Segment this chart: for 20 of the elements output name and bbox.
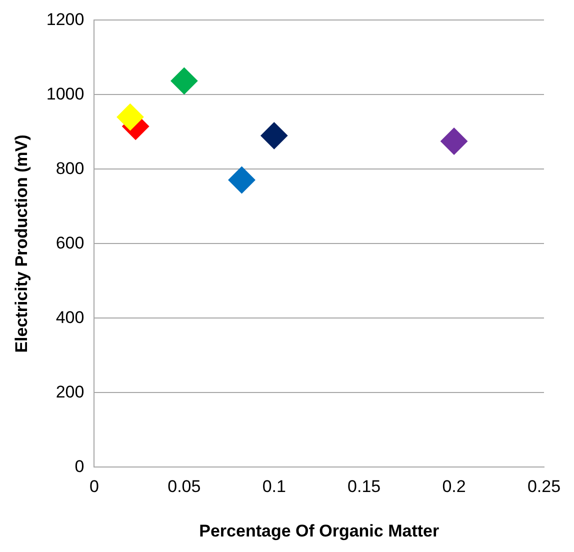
x-tick-label: 0.2 [442,477,466,496]
x-tick-label: 0.05 [168,477,201,496]
y-tick-label: 800 [56,158,84,178]
x-tick-label: 0.15 [348,477,381,496]
y-tick-label: 1000 [46,84,84,104]
point [228,166,256,194]
point [260,122,288,150]
point [170,67,198,94]
point [440,128,468,155]
x-tick-label: 0 [89,477,99,496]
y-tick-label: 0 [74,456,84,476]
x-tick-label: 0.1 [262,477,286,496]
x-axis-title: Percentage Of Organic Matter [199,521,440,540]
point [116,104,144,131]
y-tick-label: 400 [56,308,84,327]
y-tick-label: 1200 [46,10,84,29]
y-axis-title: Electricity Production (mV) [12,134,31,353]
y-tick-label: 200 [56,382,84,402]
x-tick-label: 0.25 [527,477,561,496]
y-tick-label: 600 [56,233,84,252]
